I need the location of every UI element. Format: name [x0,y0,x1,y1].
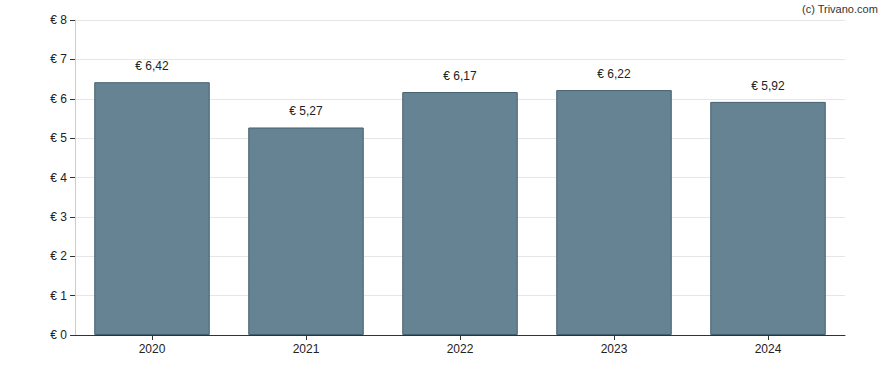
svg-text:2023: 2023 [601,342,628,356]
svg-text:2022: 2022 [447,342,474,356]
svg-text:€ 8: € 8 [50,13,67,27]
svg-text:€ 5: € 5 [50,131,67,145]
svg-text:€ 2: € 2 [50,249,67,263]
svg-text:€ 1: € 1 [50,289,67,303]
svg-text:€ 7: € 7 [50,52,67,66]
svg-text:€ 5,27: € 5,27 [289,104,323,118]
svg-text:€ 6: € 6 [50,92,67,106]
svg-text:2024: 2024 [755,342,782,356]
svg-text:€ 6,42: € 6,42 [135,59,169,73]
svg-text:2021: 2021 [293,342,320,356]
svg-text:€ 5,92: € 5,92 [751,79,785,93]
svg-text:€ 0: € 0 [50,328,67,342]
svg-text:€ 4: € 4 [50,171,67,185]
svg-text:2020: 2020 [139,342,166,356]
svg-text:€ 3: € 3 [50,210,67,224]
svg-text:€ 6,22: € 6,22 [597,67,631,81]
svg-text:(c) Trivano.com: (c) Trivano.com [802,3,878,15]
svg-text:€ 6,17: € 6,17 [443,69,477,83]
